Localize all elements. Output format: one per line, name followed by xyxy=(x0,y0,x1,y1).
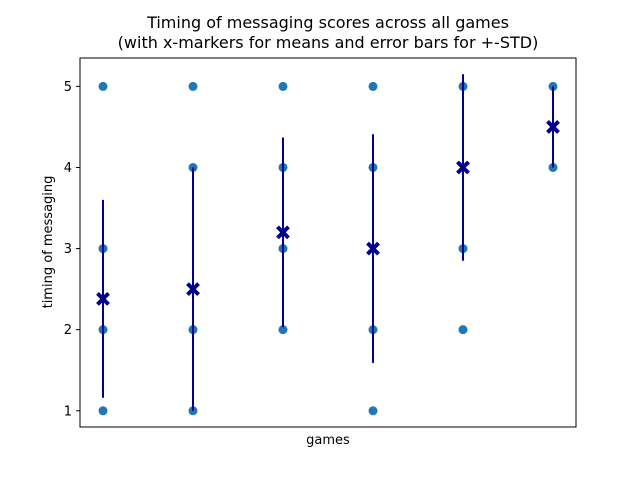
mean-marker xyxy=(546,120,560,134)
y-axis-label: timing of messaging xyxy=(41,176,56,309)
y-tick-label: 3 xyxy=(64,242,72,257)
chart-title-line2: (with x-markers for means and error bars… xyxy=(118,33,539,52)
y-tick-label: 5 xyxy=(64,80,72,95)
data-point xyxy=(98,81,108,91)
x-axis-label: games xyxy=(306,433,350,448)
data-point xyxy=(188,81,198,91)
plot-area-frame xyxy=(79,57,577,428)
mean-marker xyxy=(186,282,200,297)
y-tick-label: 4 xyxy=(64,161,72,176)
data-point xyxy=(368,406,378,416)
mean-marker xyxy=(276,225,290,240)
y-axis: 1 2 3 4 5 xyxy=(64,80,80,419)
chart-title-line1: Timing of messaging scores across all ga… xyxy=(146,13,509,32)
mean-marker xyxy=(96,291,110,306)
mean-marker xyxy=(456,160,470,175)
y-tick-label: 1 xyxy=(64,404,72,419)
mean-marker xyxy=(366,241,380,256)
y-tick-label: 2 xyxy=(64,323,72,338)
data-point xyxy=(278,81,288,91)
data-point xyxy=(278,325,288,335)
data-point xyxy=(368,81,378,91)
data-marks xyxy=(96,74,560,416)
data-point xyxy=(458,325,468,335)
data-point xyxy=(98,406,108,416)
